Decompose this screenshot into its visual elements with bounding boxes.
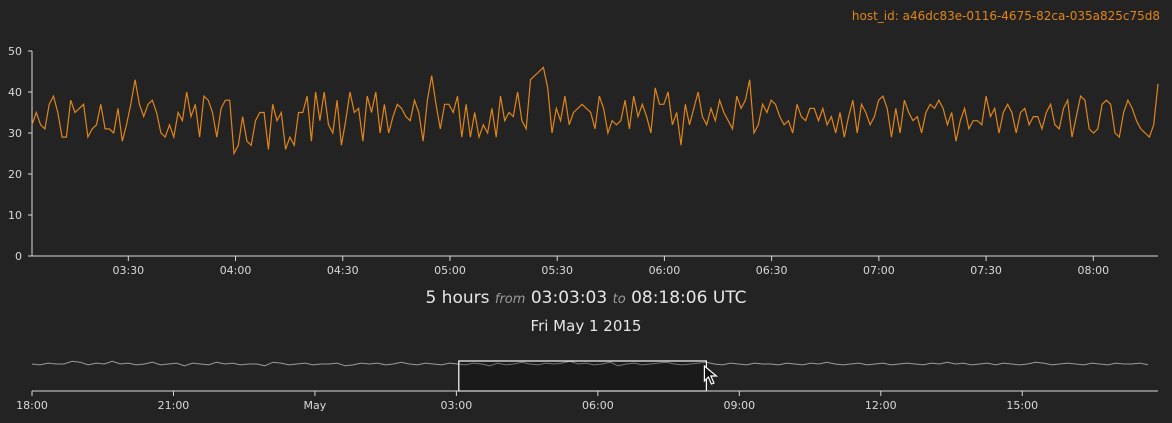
host-id-label: host_id: a46dc83e-0116-4675-82ca-035a825…	[851, 9, 1160, 23]
x-tick-label: 05:30	[541, 264, 573, 277]
y-tick-label: 40	[8, 86, 22, 99]
y-tick-label: 0	[15, 250, 22, 263]
overview-x-tick-label: 18:00	[16, 399, 48, 412]
main-series-line	[31, 66, 1159, 156]
range-from-time: 03:03:03	[530, 288, 608, 308]
main-y-axis: 0 10 20 30 40 50	[8, 45, 33, 263]
overview-x-axis: 18:00 21:00 May 03:00 06:00 09:00 12:00 15:00	[16, 390, 1158, 412]
brush-selection[interactable]	[458, 360, 707, 392]
x-tick-label: 08:00	[1077, 264, 1109, 277]
x-tick-label: 03:30	[112, 264, 144, 277]
overview-x-tick-label: 21:00	[158, 399, 190, 412]
overview-x-tick-label: 12:00	[865, 399, 897, 412]
range-to-word: to	[612, 292, 626, 307]
overview-x-tick-label: 09:00	[723, 399, 755, 412]
y-tick-label: 50	[8, 45, 22, 58]
main-line-chart[interactable]: 0 10 20 30 40 50 03:30 04:00 04:30 05:00 05:30 06:…	[0, 0, 1172, 290]
overview-x-tick-label: 06:00	[582, 399, 614, 412]
cursor-arrow-icon	[703, 364, 719, 385]
x-tick-label: 04:30	[327, 264, 359, 277]
overview-x-tick-label: 03:00	[441, 399, 473, 412]
range-summary: 5 hours from 03:03:03 to 08:18:06 UTC	[0, 288, 1172, 308]
overview-chart[interactable]: 18:00 21:00 May 03:00 06:00 09:00 12:00 15:00	[0, 340, 1172, 423]
range-from-word: from	[494, 292, 526, 307]
overview-x-tick-label: 15:00	[1006, 399, 1038, 412]
range-to-time: 08:18:06 UTC	[631, 288, 747, 308]
x-tick-label: 06:00	[649, 264, 681, 277]
overview-series-line	[31, 360, 1149, 367]
x-tick-label: 05:00	[434, 264, 466, 277]
x-tick-label: 07:00	[863, 264, 895, 277]
y-tick-label: 20	[8, 168, 22, 181]
overview-x-tick-label: May	[304, 399, 327, 412]
y-tick-label: 30	[8, 127, 22, 140]
range-date: Fri May 1 2015	[530, 317, 642, 335]
main-x-axis: 03:30 04:00 04:30 05:00 05:30 06:00 06:30 07:00…	[32, 255, 1158, 277]
x-tick-label: 06:30	[756, 264, 788, 277]
x-tick-label: 04:00	[220, 264, 252, 277]
x-tick-label: 07:30	[970, 264, 1002, 277]
y-tick-label: 10	[8, 209, 22, 222]
range-duration: 5 hours	[425, 288, 490, 308]
